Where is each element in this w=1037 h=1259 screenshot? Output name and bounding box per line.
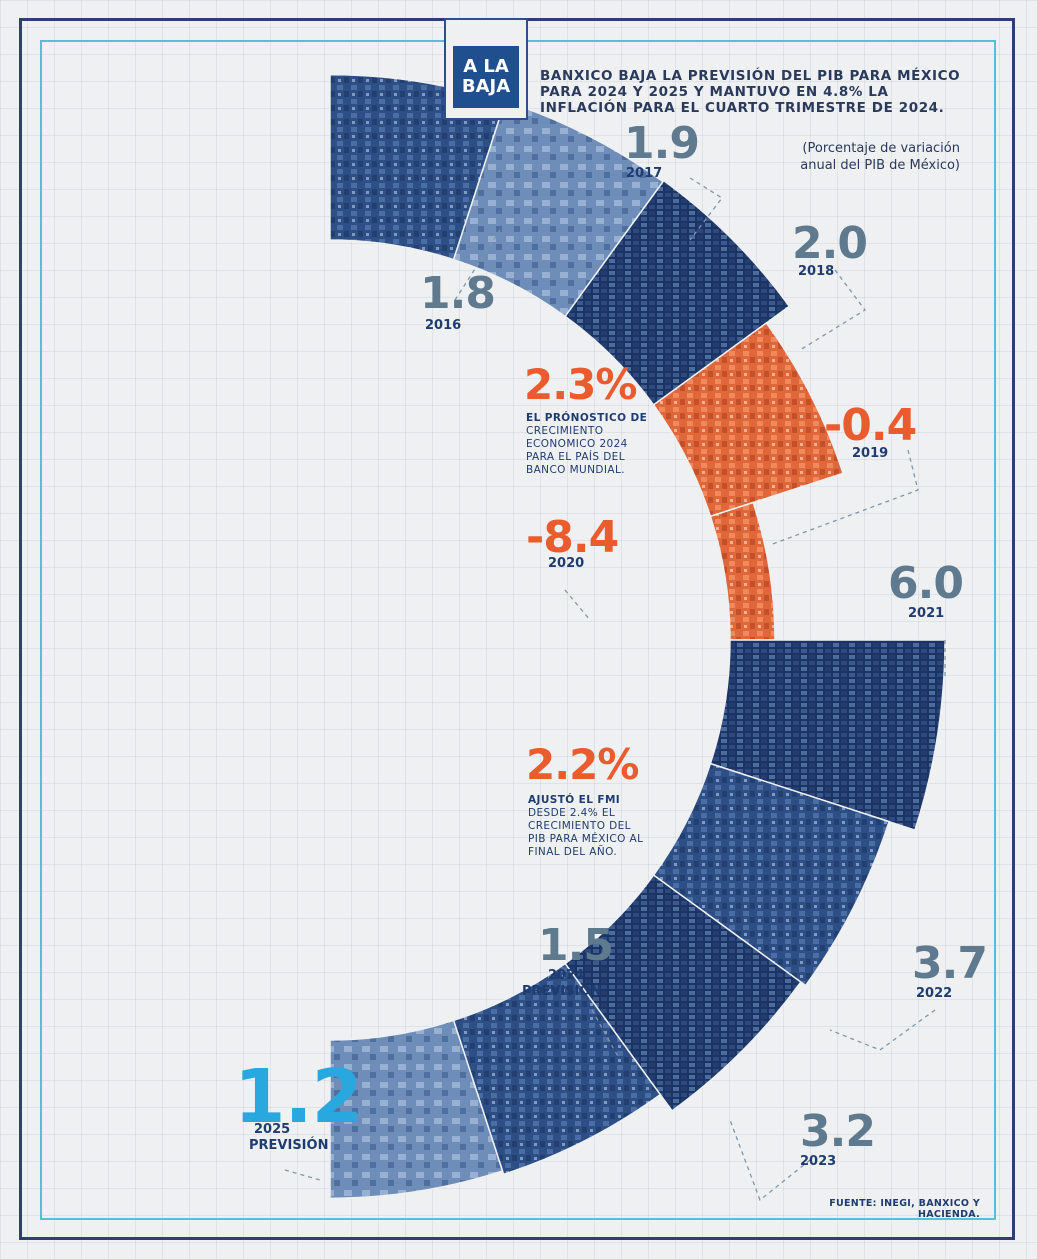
source-note: FUENTE: INEGI, BANXICO Y HACIENDA. [829,1198,980,1220]
forecast-label-2024: PREVISIÓN [522,984,602,999]
subtitle-line-1: (Porcentaje de variación [802,141,960,156]
year-label-2022: 2022 [916,986,953,1001]
year-label-2017: 2017 [626,166,663,181]
imf-line-2: DESDE 2.4% EL [528,807,616,819]
forecast-label-2025: PREVISIÓN [249,1138,329,1153]
sector-2020 [709,501,776,641]
imf-line-4: PIB PARA MÉXICO AL [528,833,644,845]
value-label-2019: -0.4 [824,400,917,451]
value-label-2020: -8.4 [526,512,619,563]
year-label-2024: 2024 [548,968,585,983]
leader-line-2024 [591,1009,621,1061]
leader-line-2019 [769,449,919,546]
sector-2023 [564,874,802,1112]
wb-line-1: EL PRÓNOSTICO DE [526,412,648,424]
year-label-2016: 2016 [425,318,462,333]
world-bank-forecast-value: 2.3% [524,360,637,409]
leader-line-2017 [689,177,723,241]
value-label-2025: 1.2 [234,1054,363,1140]
leader-line-2018 [799,269,866,351]
chart-subtitle: (Porcentaje de variación anual del PIB d… [760,140,960,174]
sector-2018 [564,179,791,406]
leader-line-2016 [454,229,501,301]
year-label-2020: 2020 [548,556,585,571]
leader-line-2022 [829,1009,936,1051]
world-bank-note: EL PRÓNOSTICO DE CRECIMIENTO ECONOMICO 2… [526,412,676,477]
imf-line-3: CRECIMIENTO DEL [528,820,631,832]
year-label-2019: 2019 [852,446,889,461]
wb-line-3: ECONOMICO 2024 [526,438,628,450]
leader-lines [284,177,946,1202]
subtitle-line-2: anual del PIB de México) [800,158,960,173]
year-label-2025: 2025 [254,1122,291,1137]
imf-note: AJUSTÓ EL FMI DESDE 2.4% EL CRECIMIENTO … [528,794,678,859]
badge-line-1: A LA [463,56,509,77]
year-label-2018: 2018 [798,264,835,279]
year-label-2021: 2021 [908,606,945,621]
imf-forecast-value: 2.2% [526,740,639,789]
value-label-2024: 1.5 [538,920,614,971]
value-label-2021: 6.0 [888,558,964,609]
leader-line-2020 [564,589,591,621]
wb-line-5: BANCO MUNDIAL. [526,464,625,476]
value-label-2022: 3.7 [912,938,988,989]
value-label-2017: 1.9 [624,118,700,169]
badge-line-2: BAJA [461,76,511,97]
value-label-2016: 1.8 [420,268,496,319]
wb-line-4: PARA EL PAÍS DEL [526,451,625,463]
imf-line-1: AJUSTÓ EL FMI [528,794,621,806]
sector-2019 [652,321,844,518]
year-label-2023: 2023 [800,1154,837,1169]
imf-line-5: FINAL DEL AÑO. [528,846,618,858]
sector-2025 [329,1019,504,1200]
leader-line-2025 [284,1169,321,1181]
section-badge: A LA BAJA [453,46,519,108]
leader-line-2023 [729,1119,811,1202]
wb-line-2: CRECIMIENTO [526,425,604,437]
sector-2024 [452,962,662,1176]
value-label-2018: 2.0 [792,218,868,269]
headline: BANXICO BAJA LA PREVISIÓN DEL PIB PARA M… [540,68,961,116]
sector-2022 [652,762,891,987]
sector-layer [329,73,946,1200]
value-label-2023: 3.2 [800,1106,876,1157]
